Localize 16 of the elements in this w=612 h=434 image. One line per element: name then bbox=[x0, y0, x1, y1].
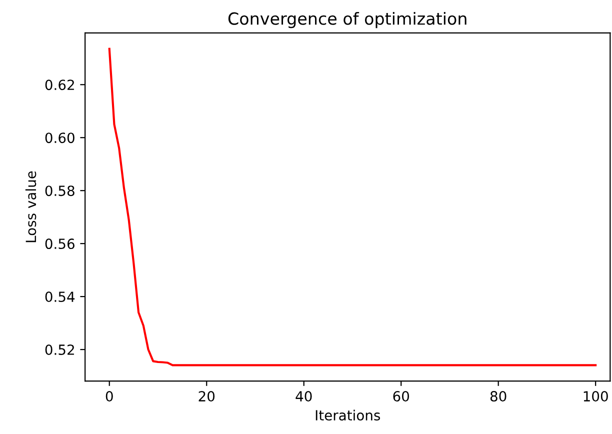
y-tick-label: 0.60 bbox=[45, 132, 74, 144]
x-tick-label: 60 bbox=[393, 391, 410, 402]
x-tick-label: 100 bbox=[584, 391, 608, 402]
y-tick-label: 0.54 bbox=[45, 292, 75, 302]
y-tick-label: 0.58 bbox=[45, 186, 74, 196]
y-tick-label: 0.62 bbox=[45, 80, 74, 90]
x-tick-label: 80 bbox=[490, 391, 506, 402]
line-series bbox=[108, 48, 597, 366]
x-axis-title: Iterations bbox=[316, 410, 380, 421]
y-axis-title: Loss value bbox=[25, 171, 36, 242]
y-tick-label: 0.56 bbox=[45, 238, 74, 250]
y-tick-label: 0.52 bbox=[45, 344, 74, 356]
x-tick-label: 0 bbox=[106, 391, 113, 402]
x-tick-label: 40 bbox=[296, 391, 312, 402]
chart-title: Convergence of optimization bbox=[228, 12, 466, 28]
x-tick-label: 20 bbox=[198, 391, 215, 402]
